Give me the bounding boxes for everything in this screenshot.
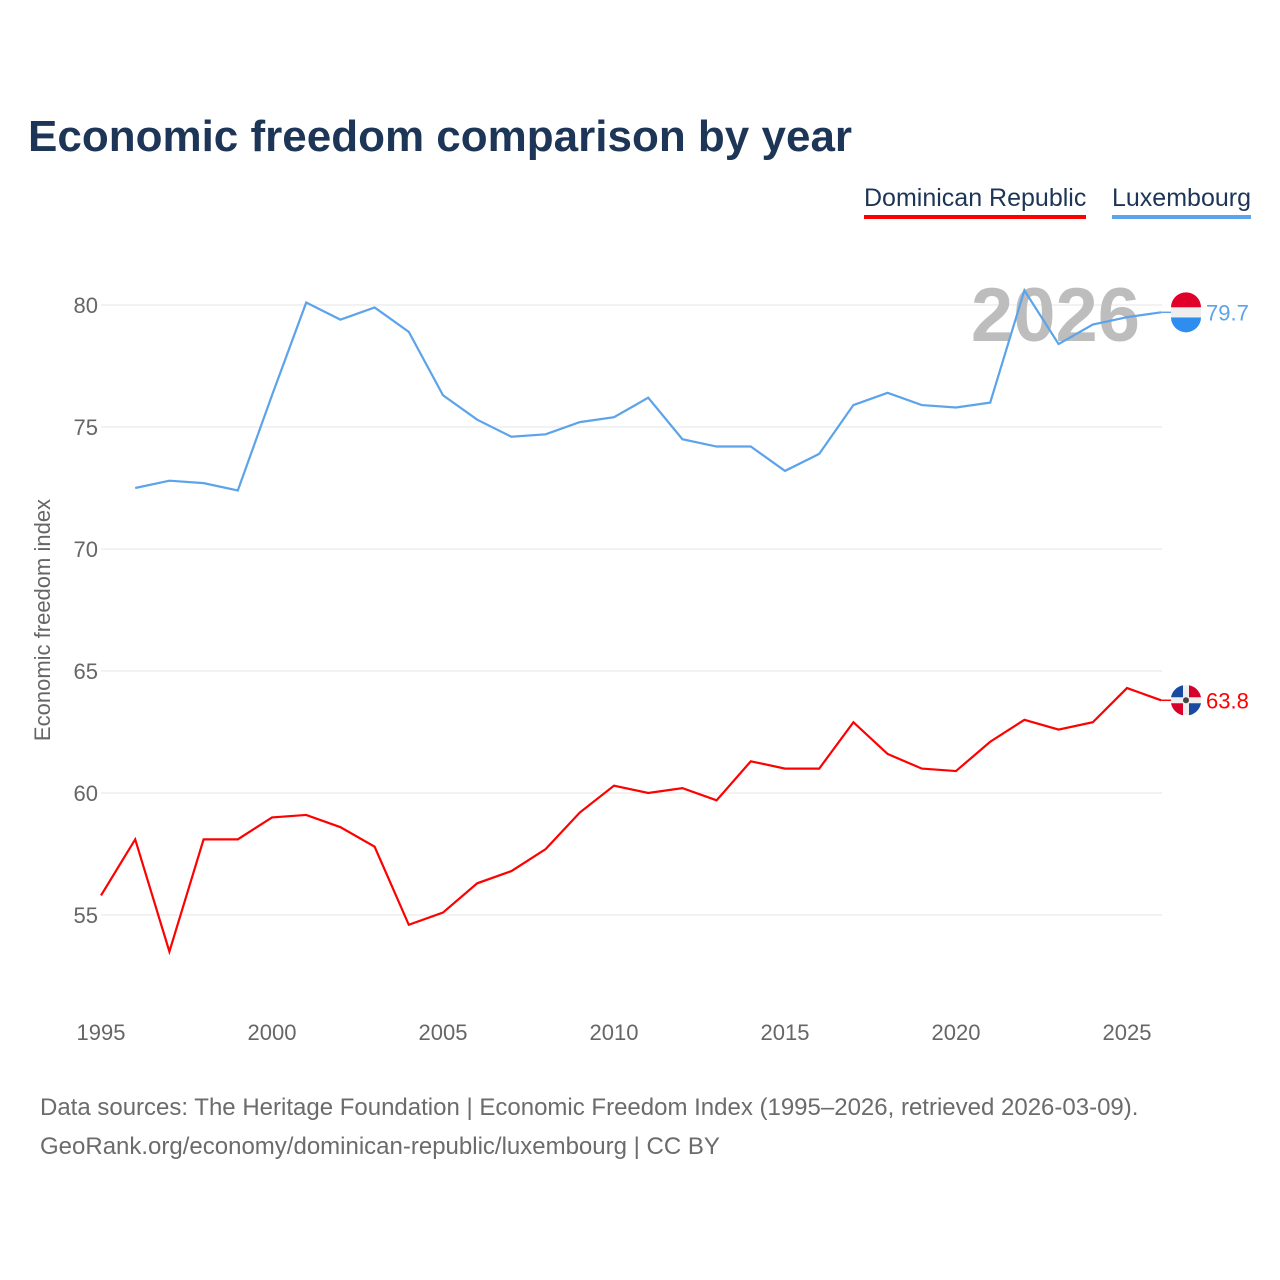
series-line-dominican-republic xyxy=(100,686,1162,956)
end-value-label: 79.7 xyxy=(1206,300,1249,325)
y-tick-label: 55 xyxy=(74,903,98,928)
flag-stripe xyxy=(1171,292,1201,308)
y-tick-label: 60 xyxy=(74,781,98,806)
source-line-1: Data sources: The Heritage Foundation | … xyxy=(40,1094,1139,1121)
y-tick-label: 75 xyxy=(74,415,98,440)
x-tick-label: 2005 xyxy=(419,1020,468,1045)
flag-stripe xyxy=(1171,307,1201,318)
chart-title: Economic freedom comparison by year xyxy=(28,112,853,161)
y-tick-label: 70 xyxy=(74,537,98,562)
y-tick-label: 80 xyxy=(74,293,98,318)
flag-emblem xyxy=(1183,697,1189,704)
flag-quarter xyxy=(1171,685,1183,698)
x-tick-label: 2010 xyxy=(590,1020,639,1045)
end-value-label: 63.8 xyxy=(1206,688,1249,713)
year-label: 2026 xyxy=(971,273,1140,358)
flag-stripe xyxy=(1171,317,1201,333)
flag-quarter xyxy=(1171,703,1183,716)
y-tick-label: 65 xyxy=(74,659,98,684)
x-tick-label: 2025 xyxy=(1103,1020,1152,1045)
source-line-2: GeoRank.org/economy/dominican-republic/l… xyxy=(40,1133,720,1160)
series-line-luxembourg xyxy=(134,287,1162,492)
legend-luxembourg[interactable]: Luxembourg xyxy=(1112,184,1251,219)
legend-dominican-republic[interactable]: Dominican Republic xyxy=(864,184,1087,219)
x-tick-label: 2015 xyxy=(761,1020,810,1045)
flag-quarter xyxy=(1189,703,1201,716)
source-note: Data sources: The Heritage Foundation | … xyxy=(40,1088,1138,1166)
y-axis-label: Economic freedom index xyxy=(30,499,55,741)
x-tick-label: 2020 xyxy=(932,1020,981,1045)
x-tick-label: 2000 xyxy=(248,1020,297,1045)
flag-quarter xyxy=(1189,685,1201,698)
x-tick-label: 1995 xyxy=(77,1020,126,1045)
